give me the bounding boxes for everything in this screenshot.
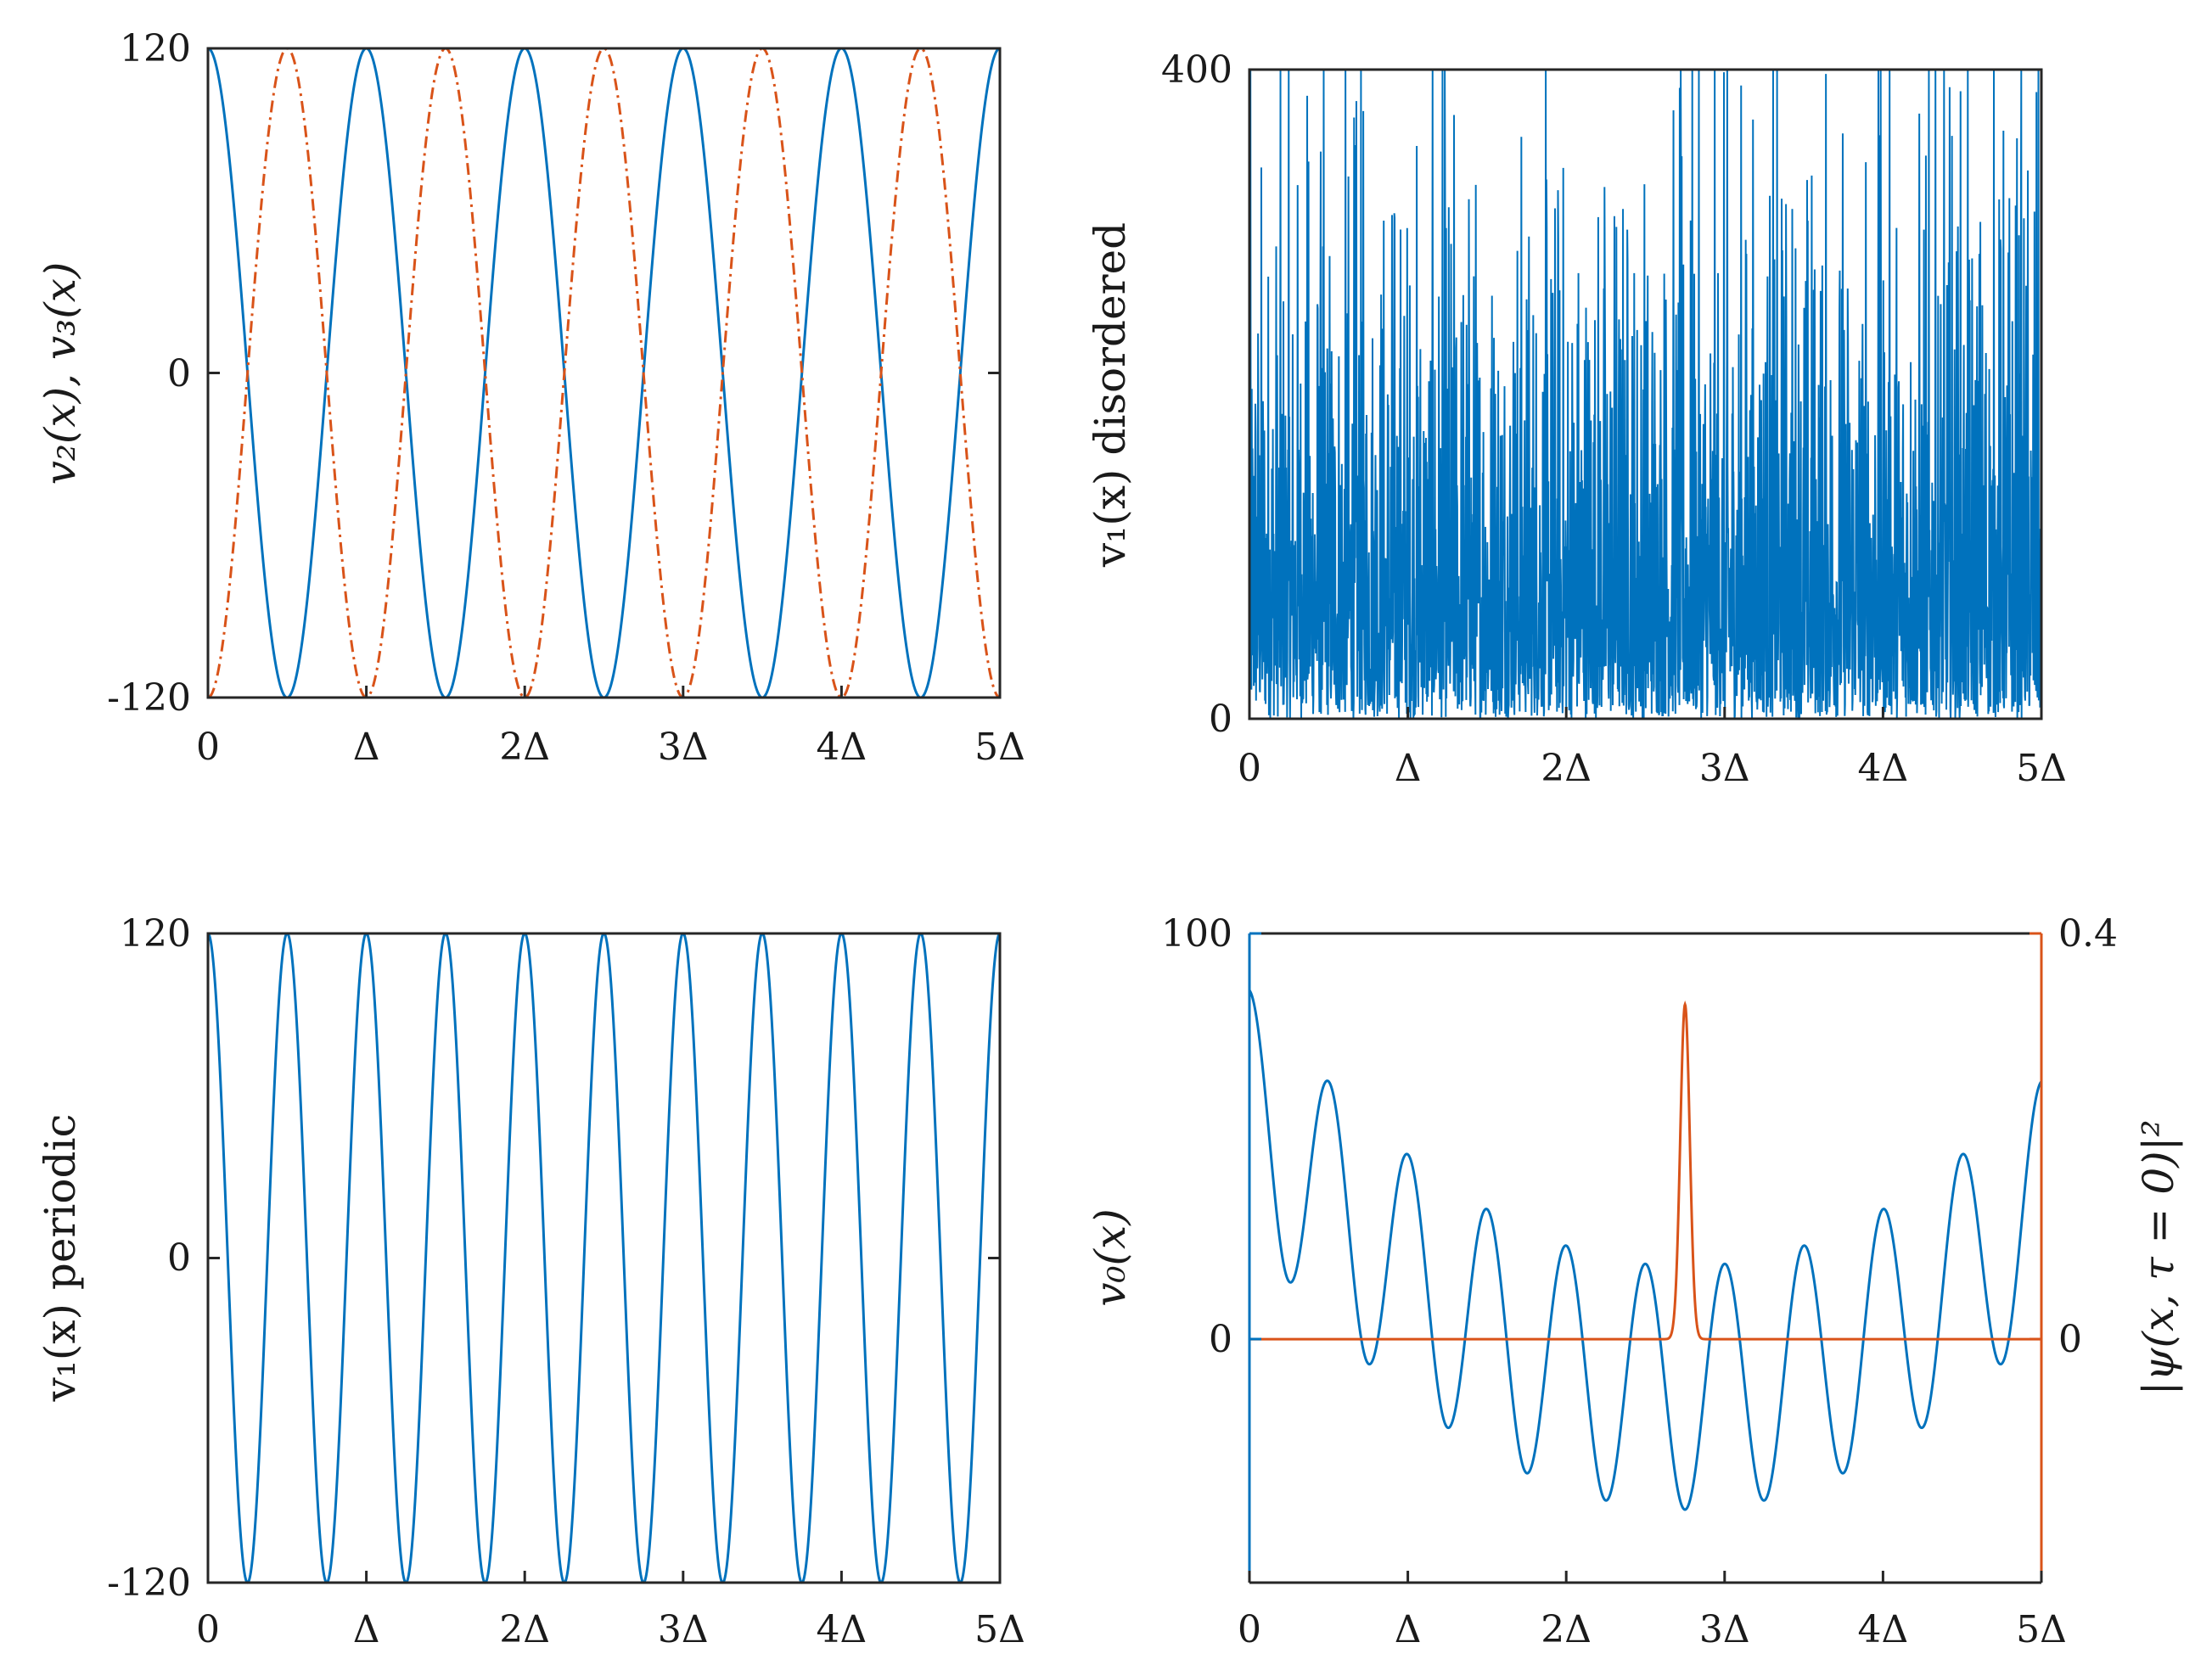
- y-axis-label: v₀(x): [1086, 1208, 1135, 1307]
- y-tick-label: 0: [167, 352, 191, 395]
- y-tick-label: 0: [1209, 698, 1232, 741]
- y-ticks: 120 0 -120: [107, 27, 1000, 720]
- y-tick-label: 120: [120, 27, 191, 70]
- panel-top-right: 0 Δ 2Δ 3Δ 4Δ 5Δ 400 0 v₁(x) disordered: [1086, 48, 2067, 790]
- x-tick-label: 4Δ: [1858, 1608, 1909, 1651]
- y-ticks: 400 0: [1161, 48, 1261, 741]
- series-psi-squared-line: [1249, 1000, 2041, 1341]
- y-tick-label: 100: [1161, 912, 1232, 956]
- x-tick-label: Δ: [1395, 747, 1422, 790]
- y-tick-label: 120: [120, 912, 191, 956]
- x-ticks: 0 Δ 2Δ 3Δ 4Δ 5Δ: [196, 686, 1025, 769]
- y-tick-label-right: 0.4: [2058, 912, 2118, 956]
- x-tick-label: 2Δ: [499, 726, 550, 769]
- x-tick-label: 2Δ: [499, 1608, 550, 1651]
- y-tick-label: -120: [107, 676, 191, 720]
- x-ticks: 0 Δ 2Δ 3Δ 4Δ 5Δ: [196, 1571, 1025, 1651]
- x-tick-label: 5Δ: [2016, 1608, 2067, 1651]
- panel-bottom-left: 0 Δ 2Δ 3Δ 4Δ 5Δ 120 0 -120 v₁(x) periodi…: [36, 912, 1025, 1651]
- x-tick-label: 5Δ: [974, 726, 1025, 769]
- x-tick-label: 3Δ: [1699, 747, 1750, 790]
- y-axis-label: v₂(x), v₃(x): [36, 262, 85, 485]
- x-tick-label: 0: [196, 726, 220, 769]
- y-axis-label: v₁(x) disordered: [1086, 222, 1135, 568]
- x-tick-label: 3Δ: [1699, 1608, 1750, 1651]
- panel-bottom-right: 0 Δ 2Δ 3Δ 4Δ 5Δ 100 0 0.4 0 v₀(x) |ψ(x, …: [1086, 912, 2183, 1651]
- y-ticks-left: 100 0: [1161, 912, 1261, 1361]
- x-ticks: 0 Δ 2Δ 3Δ 4Δ 5Δ: [1238, 1571, 2067, 1651]
- x-tick-label: 4Δ: [1858, 747, 1909, 790]
- y-tick-label-right: 0: [2058, 1318, 2082, 1361]
- y-tick-label: 0: [1209, 1318, 1232, 1361]
- axes-frame: [206, 932, 1002, 1584]
- x-tick-label: 2Δ: [1541, 1608, 1592, 1651]
- x-tick-label: 0: [1238, 1608, 1261, 1651]
- y-tick-label: -120: [107, 1561, 191, 1605]
- x-tick-label: 5Δ: [974, 1608, 1025, 1651]
- x-ticks: 0 Δ 2Δ 3Δ 4Δ 5Δ: [1238, 707, 2067, 790]
- y-ticks-right: 0.4 0: [2030, 912, 2118, 1361]
- y-tick-label: 0: [167, 1236, 191, 1280]
- x-tick-label: 4Δ: [817, 726, 867, 769]
- series-v0-line: [1248, 989, 2043, 1511]
- series-v3-line: [207, 47, 1001, 699]
- x-tick-label: Δ: [353, 726, 380, 769]
- y-axis-label: v₁(x) periodic: [36, 1114, 85, 1403]
- axes-frame: [1248, 68, 2043, 720]
- series-v1-periodic-line: [207, 932, 1001, 1584]
- y-tick-label: 400: [1161, 48, 1232, 92]
- x-tick-label: 3Δ: [658, 726, 709, 769]
- x-tick-label: Δ: [353, 1608, 380, 1651]
- x-tick-label: 0: [1238, 747, 1261, 790]
- y-ticks: 120 0 -120: [107, 912, 1000, 1605]
- y-axis-label-right: |ψ(x, τ = 0)|²: [2134, 1119, 2183, 1395]
- x-tick-label: 4Δ: [817, 1608, 867, 1651]
- series-v1-disordered-line: [1249, 69, 2042, 720]
- x-tick-label: Δ: [1395, 1608, 1422, 1651]
- x-tick-label: 0: [196, 1608, 220, 1651]
- x-tick-label: 2Δ: [1541, 747, 1592, 790]
- x-tick-label: 3Δ: [658, 1608, 709, 1651]
- x-tick-label: 5Δ: [2016, 747, 2067, 790]
- panel-top-left: 0 Δ 2Δ 3Δ 4Δ 5Δ 120 0 -120 v₂(x), v₃(x): [36, 27, 1025, 769]
